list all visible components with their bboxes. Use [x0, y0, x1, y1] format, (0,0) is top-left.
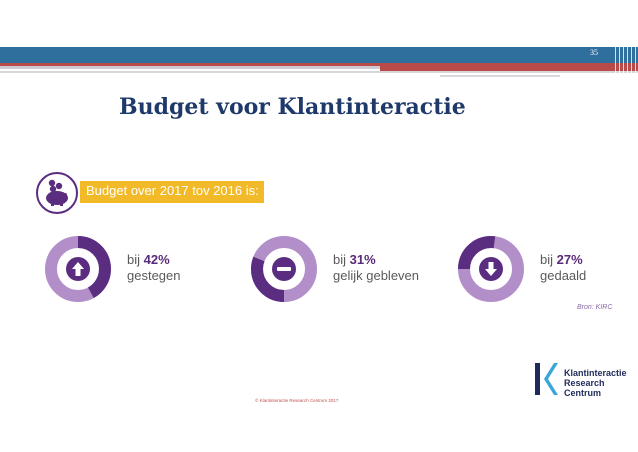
stat-prefix: bij	[333, 252, 350, 267]
slide-title: Budget voor Klantinteractie	[119, 94, 466, 120]
arrow-up-icon	[72, 262, 84, 276]
arrow-down-icon	[485, 262, 497, 276]
header-stripe	[0, 66, 380, 69]
donut-arc	[458, 236, 524, 302]
stat-label: gedaald	[540, 268, 587, 283]
kirc-logo-text: Klantinteractie Research Centrum	[564, 368, 627, 398]
page-number: 35	[590, 48, 598, 57]
donut-arc	[251, 236, 317, 302]
header-stripe	[0, 71, 638, 73]
banner-text: Budget over 2017 tov 2016 is:	[86, 183, 259, 198]
header-bar	[0, 47, 638, 63]
logo-line-3: Centrum	[564, 388, 602, 398]
stat-percent: 42%	[143, 252, 170, 267]
logo-line-1: Klantinteractie	[564, 368, 627, 378]
stat-label: gelijk gebleven	[333, 268, 420, 283]
header-stripe	[0, 63, 638, 66]
donut-arc	[45, 236, 111, 302]
stat-prefix: bij	[127, 252, 144, 267]
logo-line-2: Research	[564, 378, 605, 388]
donut-chart-unchanged	[251, 236, 317, 302]
donut-chart-increased	[45, 236, 111, 302]
minus-icon	[277, 267, 291, 271]
header-decoration	[612, 47, 638, 75]
kirc-logo-mark	[535, 363, 558, 395]
piggy-bank-icon	[36, 172, 78, 214]
stat-prefix: bij	[540, 252, 557, 267]
stat-increased: bij 42% gestegen	[127, 252, 181, 284]
source-note: Bron: KIRC	[577, 304, 613, 311]
stat-percent: 31%	[349, 252, 376, 267]
banner-bar	[80, 181, 264, 203]
footer-copyright: © Klantinteractie Research Centrum 2017	[255, 398, 339, 403]
header-stripe	[440, 75, 560, 77]
stat-label: gestegen	[127, 268, 181, 283]
stat-percent: 27%	[556, 252, 583, 267]
donut-chart-decreased	[458, 236, 524, 302]
stat-unchanged: bij 31% gelijk gebleven	[333, 252, 419, 284]
header-stripe	[380, 66, 638, 71]
stat-decreased: bij 27% gedaald	[540, 252, 586, 284]
